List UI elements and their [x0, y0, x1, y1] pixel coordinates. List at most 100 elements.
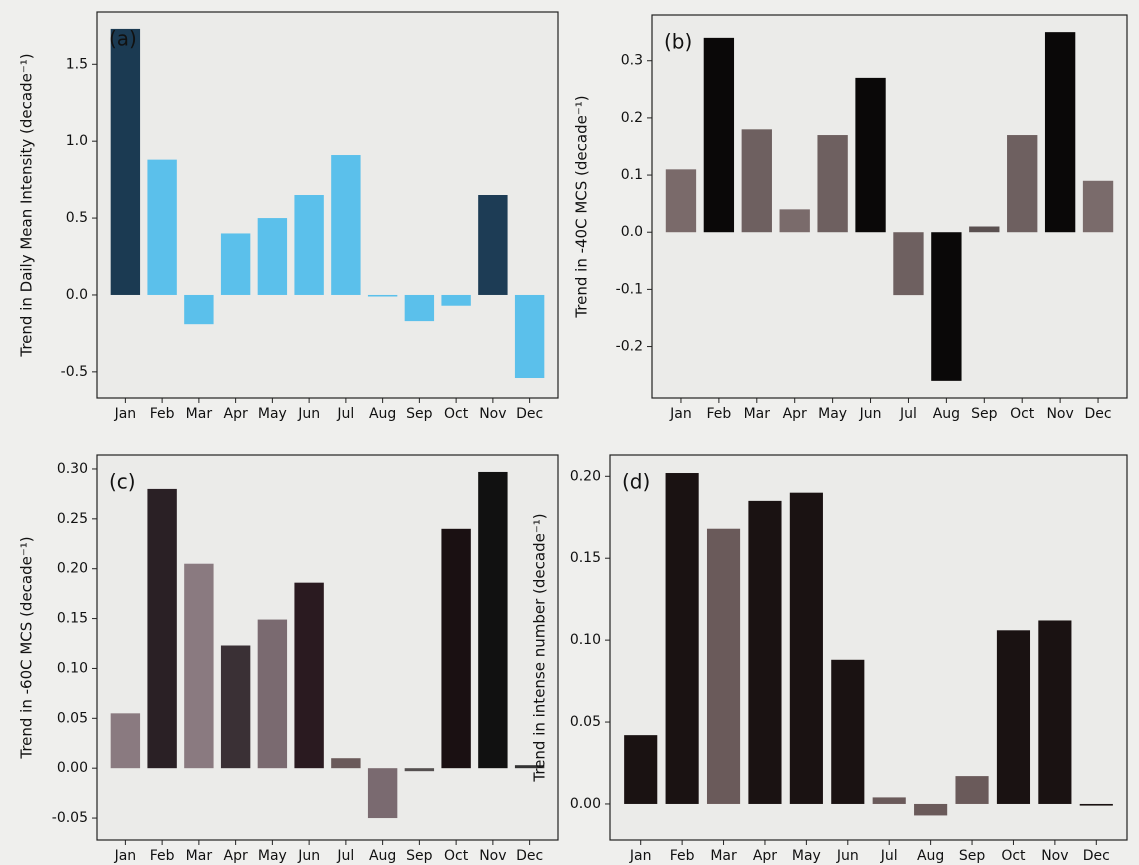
- y-tick-label: -0.05: [52, 810, 88, 826]
- bar: [1079, 803, 1113, 806]
- x-tick-label: Oct: [1010, 406, 1035, 422]
- x-tick-label: May: [258, 848, 287, 864]
- x-tick-label: Jul: [899, 406, 917, 422]
- bar: [184, 563, 214, 769]
- bar: [779, 209, 810, 233]
- x-tick-label: Dec: [516, 406, 543, 422]
- y-tick-label: 0.1: [621, 167, 643, 183]
- y-tick-label: 0.00: [57, 760, 88, 776]
- bar: [1038, 620, 1072, 804]
- y-tick-label: 0.10: [57, 660, 88, 676]
- x-tick-label: Jan: [669, 406, 692, 422]
- bar: [147, 159, 177, 295]
- bar: [665, 473, 699, 804]
- panel-label: (c): [109, 470, 136, 494]
- y-axis-title: Trend in -60C MCS (decade⁻¹): [18, 536, 36, 759]
- x-tick-label: Apr: [224, 406, 248, 422]
- x-tick-label: Apr: [783, 406, 807, 422]
- x-tick-label: Apr: [753, 848, 777, 864]
- x-tick-label: Mar: [186, 406, 213, 422]
- x-tick-label: Jul: [880, 848, 898, 864]
- x-tick-label: Dec: [516, 848, 543, 864]
- x-tick-label: Sep: [406, 406, 433, 422]
- bar: [294, 195, 324, 295]
- bar: [257, 218, 288, 295]
- x-tick-label: Jan: [114, 848, 137, 864]
- x-tick-label: Jan: [114, 406, 137, 422]
- x-tick-label: Nov: [479, 406, 506, 422]
- bar: [331, 758, 361, 769]
- y-tick-label: 0.30: [57, 461, 88, 477]
- y-axis-title: Trend in intense number (decade⁻¹): [531, 513, 549, 782]
- x-tick-label: May: [792, 848, 821, 864]
- y-tick-label: 0.0: [66, 287, 88, 303]
- bar: [817, 135, 848, 233]
- bar: [367, 768, 398, 819]
- y-tick-label: 0.05: [570, 714, 601, 730]
- x-tick-label: Mar: [744, 406, 771, 422]
- y-tick-label: 0.15: [570, 550, 601, 566]
- bar: [703, 37, 735, 233]
- x-tick-label: Aug: [369, 406, 396, 422]
- x-tick-label: May: [818, 406, 847, 422]
- y-tick-label: -0.2: [616, 339, 643, 355]
- bar: [872, 797, 906, 804]
- bar: [441, 528, 471, 769]
- x-tick-label: Oct: [444, 848, 469, 864]
- x-tick-label: Aug: [917, 848, 944, 864]
- bar: [110, 28, 141, 295]
- bar: [996, 630, 1031, 804]
- y-tick-label: 0.3: [621, 53, 643, 69]
- bar: [1082, 180, 1114, 233]
- bar: [478, 471, 508, 769]
- bar: [624, 735, 658, 804]
- bar: [441, 294, 471, 306]
- bar: [741, 129, 772, 233]
- panel-label: (a): [109, 27, 137, 51]
- y-axis-title: Trend in -40C MCS (decade⁻¹): [573, 95, 591, 318]
- x-tick-label: May: [258, 406, 287, 422]
- bar: [514, 294, 545, 379]
- y-tick-label: -0.1: [616, 281, 643, 297]
- bar: [404, 768, 435, 772]
- x-tick-label: Jun: [859, 406, 882, 422]
- x-tick-label: Jul: [336, 406, 354, 422]
- x-tick-label: Feb: [150, 848, 175, 864]
- x-tick-label: Oct: [444, 406, 469, 422]
- x-tick-label: Aug: [933, 406, 960, 422]
- x-tick-label: Jun: [297, 406, 320, 422]
- y-tick-label: 1.5: [66, 56, 88, 72]
- y-tick-label: 0.10: [570, 632, 601, 648]
- bar: [1044, 32, 1076, 233]
- y-tick-label: -0.5: [61, 364, 88, 380]
- x-tick-label: Feb: [670, 848, 695, 864]
- bar: [955, 776, 989, 804]
- y-tick-label: 0.25: [57, 511, 88, 527]
- x-tick-label: Oct: [1001, 848, 1026, 864]
- x-tick-label: Nov: [479, 848, 506, 864]
- y-tick-label: 0.5: [66, 210, 88, 226]
- x-tick-label: Nov: [1041, 848, 1068, 864]
- bar: [404, 294, 435, 322]
- bar: [294, 582, 324, 769]
- x-tick-label: Aug: [369, 848, 396, 864]
- x-tick-label: Sep: [406, 848, 433, 864]
- bar: [110, 713, 141, 769]
- x-tick-label: Apr: [224, 848, 248, 864]
- y-tick-label: 0.00: [570, 796, 601, 812]
- bar: [184, 294, 214, 325]
- y-tick-label: 0.15: [57, 611, 88, 627]
- y-tick-label: 1.0: [66, 133, 88, 149]
- x-tick-label: Sep: [971, 406, 998, 422]
- y-tick-label: 0.20: [570, 468, 601, 484]
- y-tick-label: 0.0: [621, 224, 643, 240]
- x-tick-label: Sep: [959, 848, 986, 864]
- bar: [257, 619, 288, 769]
- bar: [893, 232, 924, 296]
- y-tick-label: 0.2: [621, 110, 643, 126]
- x-tick-label: Feb: [150, 406, 175, 422]
- bar: [831, 659, 865, 804]
- bar: [914, 803, 948, 816]
- bar: [855, 77, 886, 233]
